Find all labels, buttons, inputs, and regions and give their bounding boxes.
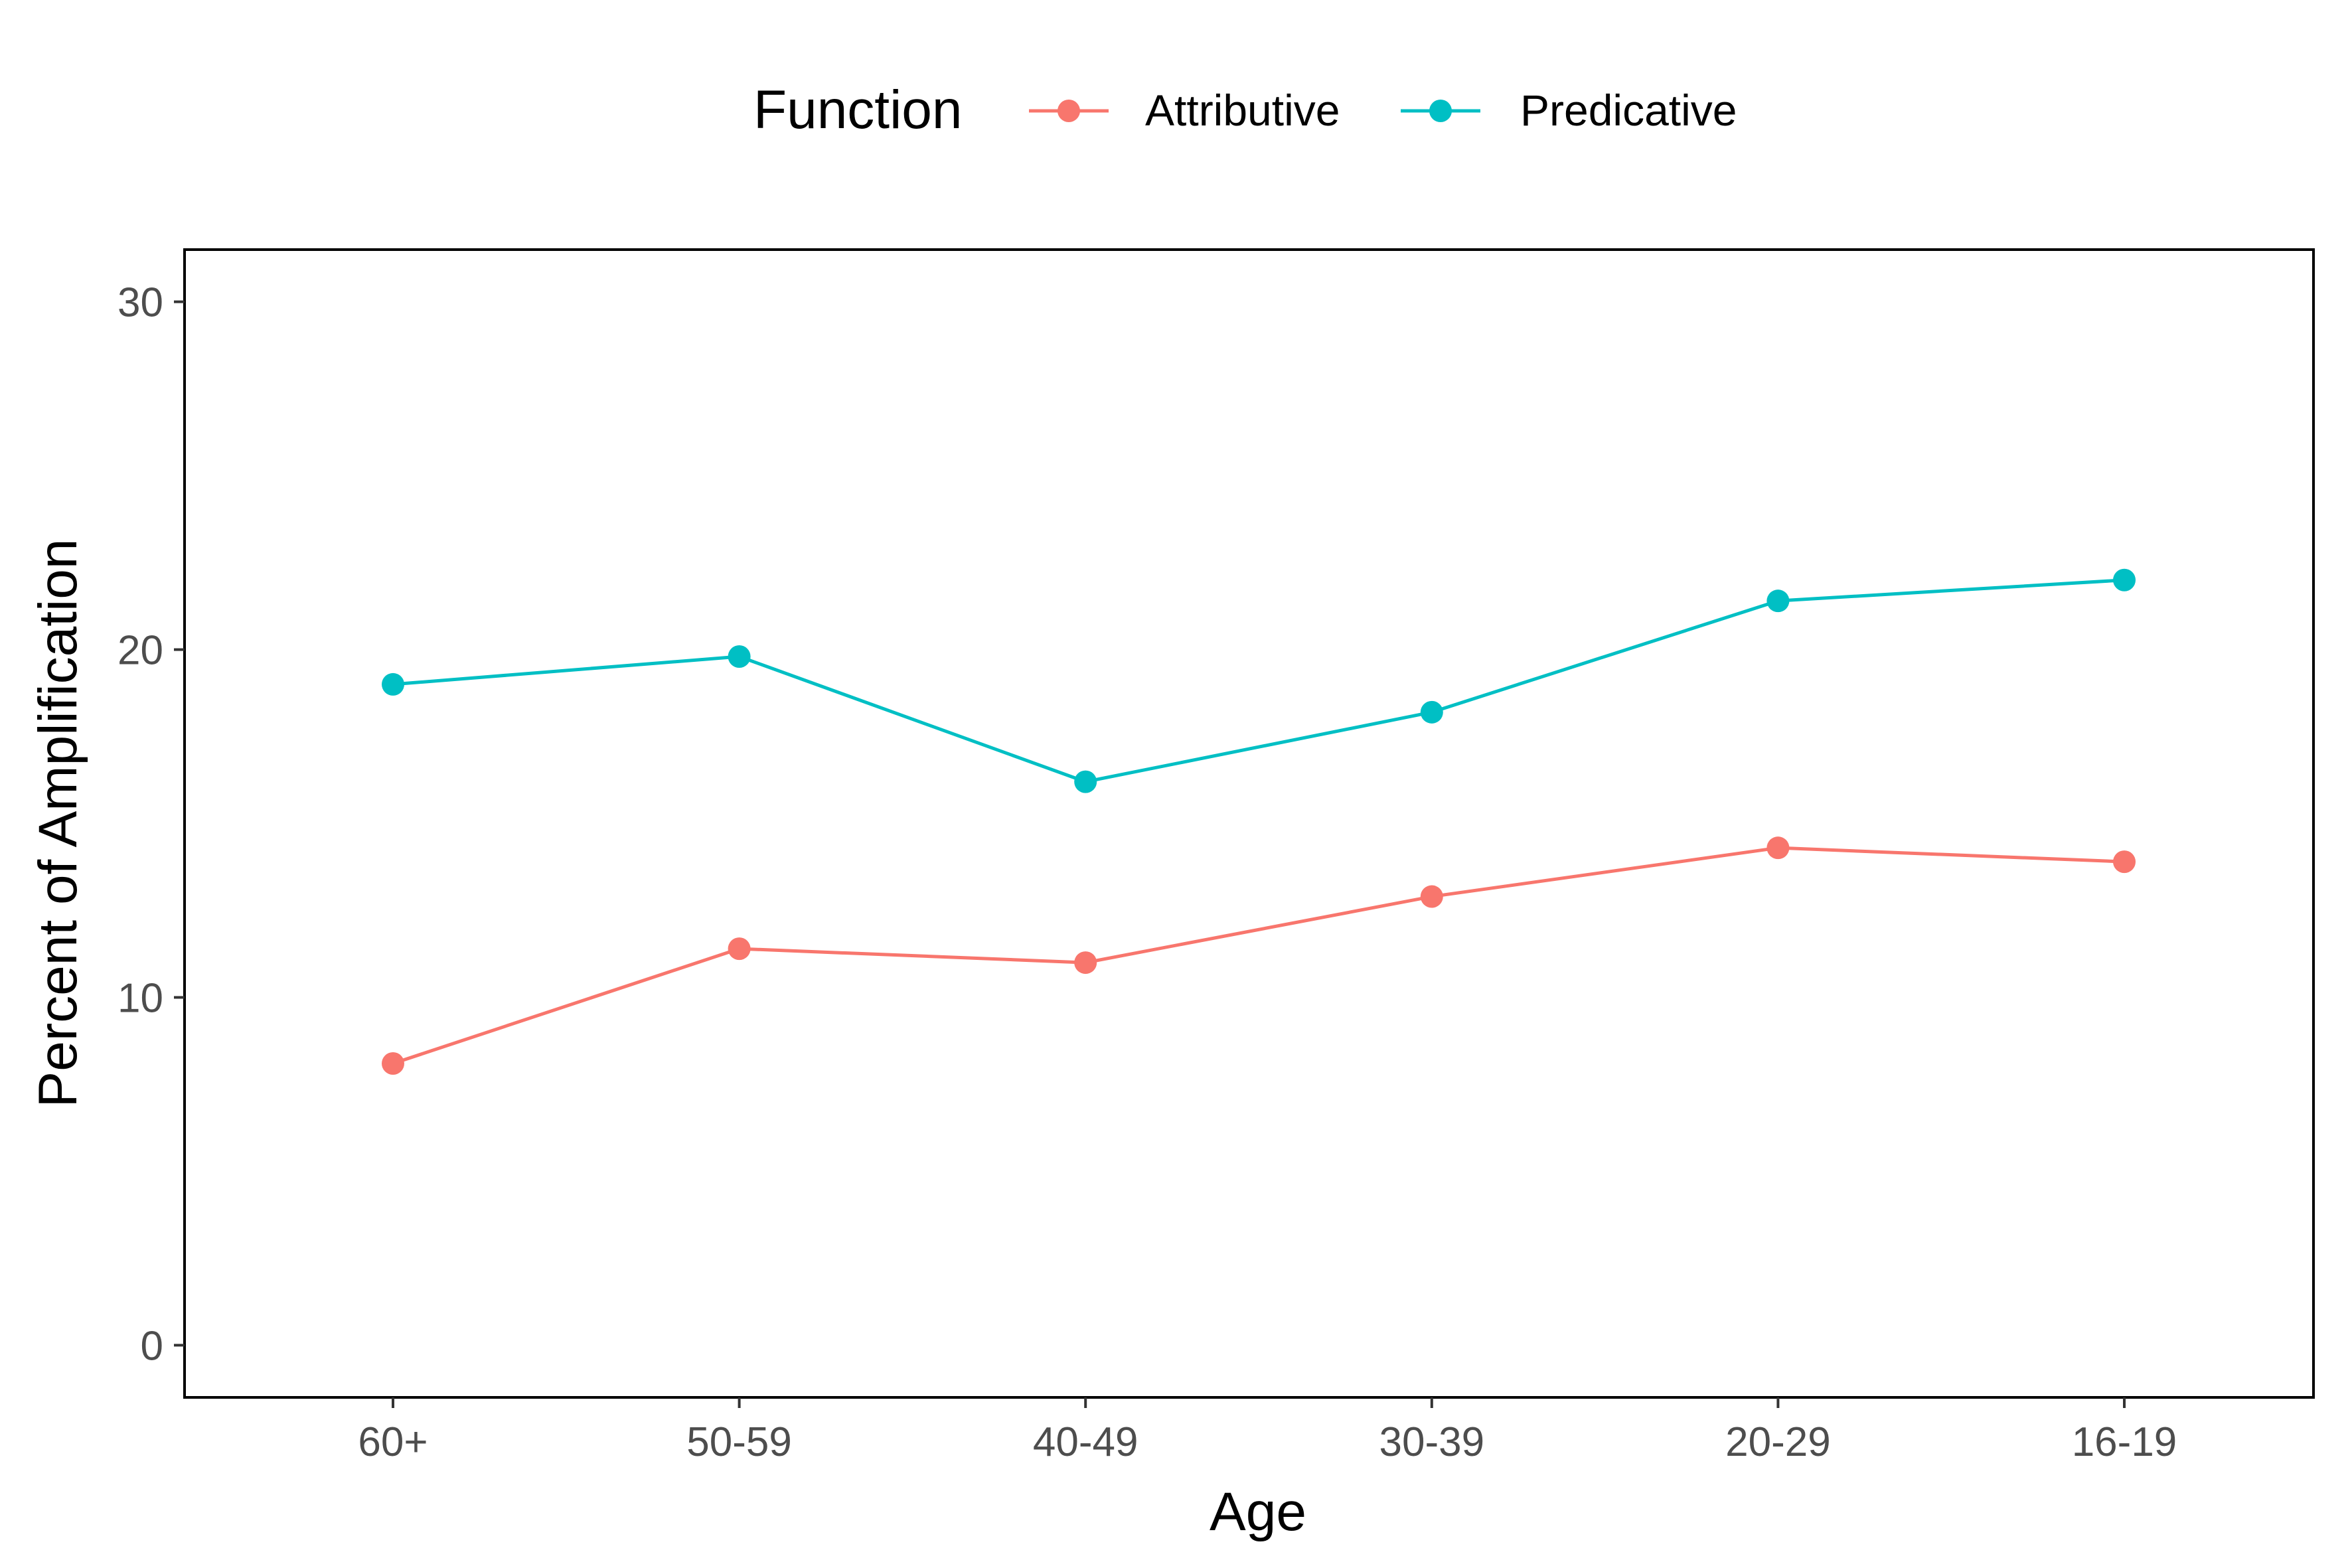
x-tick-label: 60+	[358, 1419, 428, 1465]
y-tick-label: 0	[141, 1323, 163, 1369]
legend-key-marker-predicative	[1429, 100, 1452, 122]
data-point-attributive	[1074, 951, 1097, 975]
x-tick-label: 20-29	[1725, 1419, 1831, 1465]
series-line-predicative	[392, 578, 2125, 784]
x-axis: 60+ 50-59 40-49 30-39 20-29 16-19	[358, 1397, 2177, 1465]
series-line-attributive	[392, 846, 2125, 1065]
data-point-attributive	[2113, 850, 2136, 874]
data-point-predicative	[382, 672, 404, 696]
x-tick-label: 50-59	[686, 1419, 792, 1465]
legend-item-predicative: Predicative	[1401, 86, 1737, 135]
y-tick-label: 20	[118, 628, 163, 674]
y-tick-label: 30	[118, 280, 163, 326]
data-point-attributive	[1766, 836, 1790, 860]
data-point-predicative	[728, 645, 751, 668]
legend: Function Attributive Predicative	[753, 80, 1737, 140]
legend-label-predicative: Predicative	[1520, 86, 1737, 135]
y-tick-label: 10	[118, 975, 163, 1021]
x-axis-title: Age	[1210, 1482, 1306, 1542]
data-point-predicative	[1074, 770, 1097, 793]
data-point-predicative	[1766, 589, 1790, 613]
data-point-attributive	[382, 1052, 404, 1075]
x-tick-label: 30-39	[1379, 1419, 1485, 1465]
data-point-attributive	[1420, 885, 1443, 908]
legend-key-marker-attributive	[1058, 100, 1080, 122]
series-layer	[382, 568, 2136, 1075]
y-axis: 0 10 20 30	[118, 280, 185, 1369]
x-tick-label: 16-19	[2072, 1419, 2177, 1465]
data-point-predicative	[1420, 700, 1443, 724]
data-point-predicative	[2113, 568, 2136, 591]
legend-item-attributive: Attributive	[1029, 86, 1340, 135]
legend-title: Function	[753, 80, 963, 140]
data-point-attributive	[728, 937, 751, 961]
legend-label-attributive: Attributive	[1145, 86, 1340, 135]
plot-panel-border	[183, 248, 2315, 1399]
y-axis-title: Percent of Amplification	[28, 539, 88, 1108]
x-tick-label: 40-49	[1033, 1419, 1138, 1465]
